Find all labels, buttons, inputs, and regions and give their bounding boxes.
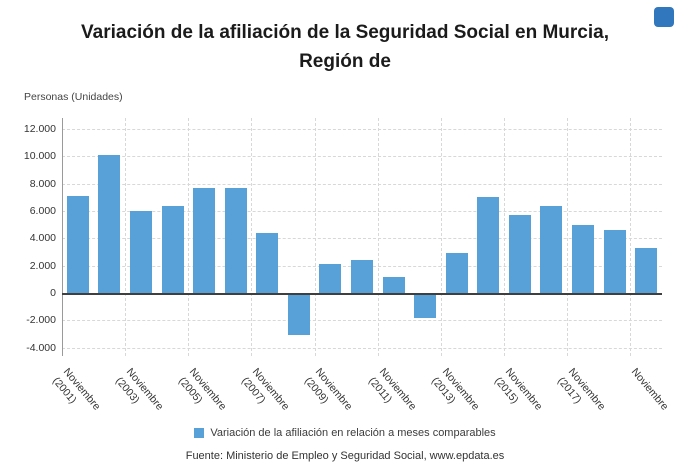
gridline-vertical	[125, 118, 127, 356]
bar	[193, 187, 216, 294]
gridline-horizontal	[62, 156, 662, 158]
gridline-vertical	[188, 118, 190, 356]
source-attribution: Fuente: Ministerio de Empleo y Seguridad…	[185, 450, 505, 462]
x-axis-tick-labels: Noviembre (2001) Noviembre (2003) Noviembre(…	[50, 360, 682, 426]
y-tick-label: 12.000	[23, 122, 56, 135]
y-axis-tick-labels: 12.000 10.000 8.000 6.000 4.000 2.000 0 -2.000 -…	[0, 118, 56, 356]
gridline-vertical	[377, 118, 379, 356]
bar	[161, 205, 184, 294]
gridline-vertical	[251, 118, 253, 356]
x-tick-label: Noviembre (2001)	[50, 366, 103, 413]
legend-marker-icon	[194, 428, 205, 438]
bar	[98, 154, 121, 294]
bar	[477, 197, 500, 294]
bar	[635, 247, 658, 294]
bar	[66, 195, 89, 294]
y-tick-label: -2.000	[26, 314, 56, 327]
y-tick-label: 8.000	[29, 177, 56, 190]
bar	[540, 205, 563, 294]
chart-title-line2: Región de	[299, 51, 391, 73]
bar	[319, 264, 342, 294]
gridline-horizontal	[62, 347, 662, 349]
bar	[129, 211, 152, 294]
legend: Variación de la afiliación en relación a…	[0, 427, 690, 439]
x-tick-label: Noviembre (2017)	[555, 366, 608, 413]
bar	[224, 187, 247, 294]
x-tick-label: Noviembre	[629, 366, 671, 413]
legend-label: Variación de la afiliación en relación a…	[210, 427, 496, 439]
x-tick-label: Noviembre (2011)	[365, 366, 419, 413]
y-tick-label: 10.000	[23, 150, 56, 163]
bar	[256, 232, 279, 294]
gridline-horizontal	[62, 211, 662, 212]
bar	[445, 253, 468, 294]
y-tick-label: -4.000	[26, 341, 56, 354]
y-tick-label: 6.000	[29, 205, 56, 217]
epdata-logo	[654, 7, 674, 27]
bar	[351, 260, 373, 294]
bar	[287, 293, 310, 336]
chart-title-line1: Variación de la afiliación de la Segurid…	[81, 22, 609, 43]
bar	[572, 224, 595, 294]
y-tick-label: 2.000	[29, 259, 56, 272]
bar	[508, 215, 531, 294]
x-tick-label: Noviembre (2009)	[302, 366, 356, 413]
y-tick-label: 4.000	[29, 232, 56, 245]
gridline-vertical	[440, 118, 442, 356]
y-tick-label: 0	[50, 287, 56, 300]
gridline-vertical	[314, 118, 316, 356]
gridline-horizontal	[62, 183, 662, 185]
zero-baseline	[62, 293, 662, 296]
x-tick-label: Noviembre (2015)	[492, 366, 545, 413]
x-tick-label: Noviembre (2003)	[113, 366, 166, 413]
bar	[382, 276, 405, 294]
x-tick-label: Noviembre (2013)	[429, 366, 482, 413]
bar	[414, 293, 437, 318]
gridline-horizontal	[62, 128, 662, 130]
gridline-vertical	[567, 118, 569, 356]
bar	[603, 230, 626, 294]
plot-area	[62, 118, 662, 356]
x-tick-label: Noviembre (2005)	[176, 366, 229, 413]
gridline-horizontal	[62, 238, 662, 240]
gridline-horizontal	[62, 320, 662, 322]
chart-title: Variación de la afiliación de la Segurid…	[20, 18, 670, 77]
gridline-vertical	[630, 118, 632, 356]
y-axis-spine	[62, 118, 63, 356]
x-tick-label: Noviembre (2007)	[239, 366, 292, 413]
y-axis-title: Personas (Unidades)	[24, 91, 123, 103]
gridline-vertical	[504, 118, 506, 356]
